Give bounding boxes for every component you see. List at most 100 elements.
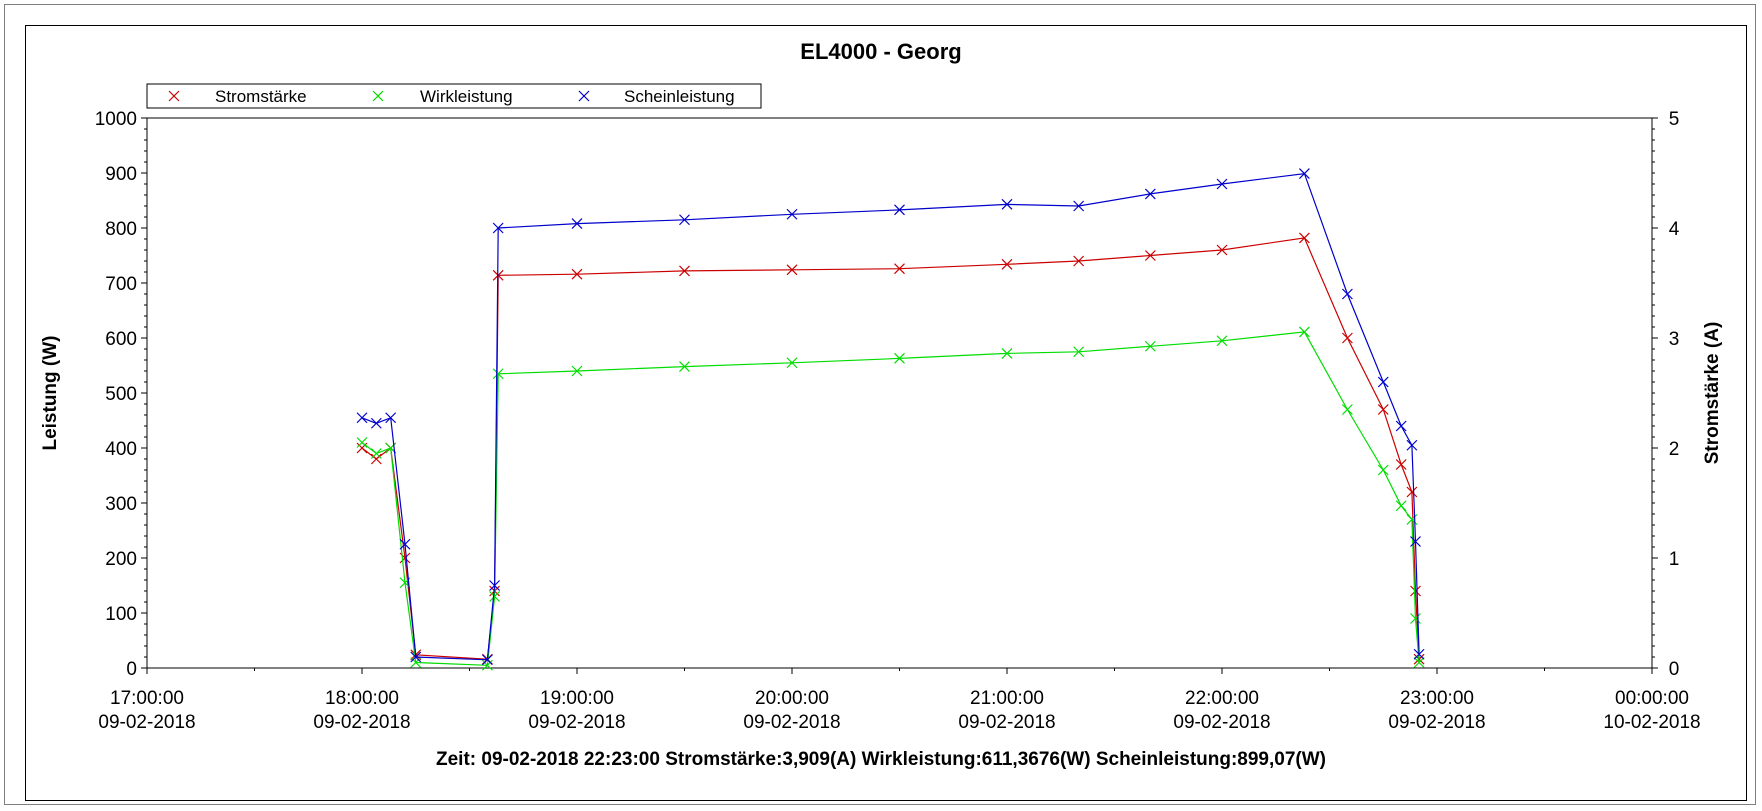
status-line: Zeit: 09-02-2018 22:23:00 Stromstärke:3,… <box>436 749 1326 770</box>
series-wirkleistung <box>356 326 1425 671</box>
data-point <box>1341 404 1353 415</box>
y-tick-label: 0 <box>126 659 137 680</box>
data-point <box>1073 200 1085 212</box>
y2-tick-label: 3 <box>1669 329 1680 350</box>
series-line <box>361 331 1420 666</box>
legend-item: Wirkleistung <box>372 87 513 106</box>
data-point <box>1144 340 1156 352</box>
data-point <box>1144 250 1156 261</box>
legend-label: Scheinleistung <box>624 87 735 106</box>
x-tick-date-label: 09-02-2018 <box>1388 712 1485 733</box>
data-point <box>894 204 905 216</box>
data-point <box>1216 244 1228 256</box>
y2-tick-label: 1 <box>1669 549 1680 570</box>
legend-marker <box>578 90 590 102</box>
data-point <box>1216 335 1228 347</box>
data-point <box>679 361 690 373</box>
x-tick-date-label: 09-02-2018 <box>958 712 1055 733</box>
data-point <box>1406 486 1418 498</box>
x-tick-time-label: 22:00:00 <box>1185 688 1259 709</box>
data-point <box>1144 188 1156 200</box>
data-point <box>1406 439 1418 451</box>
data-point <box>679 214 690 226</box>
legend-item: Scheinleistung <box>578 87 735 106</box>
data-point <box>1001 347 1013 359</box>
data-point <box>1001 198 1013 210</box>
y-tick-label: 200 <box>105 549 137 570</box>
x-tick-date-label: 09-02-2018 <box>743 712 840 733</box>
data-point <box>370 448 382 459</box>
y-tick-label: 400 <box>105 439 137 460</box>
series-line <box>361 172 1420 661</box>
data-point <box>571 365 583 377</box>
data-point <box>492 368 504 380</box>
y-axis-title: Leistung (W) <box>40 335 61 450</box>
y2-tick-label: 0 <box>1669 659 1680 680</box>
y-tick-label: 800 <box>105 219 137 240</box>
data-point <box>370 453 382 465</box>
legend-label: Stromstärke <box>215 87 307 106</box>
data-point <box>1410 613 1421 624</box>
data-point <box>1395 459 1407 470</box>
y2-axis-title: Stromstärke (A) <box>1702 322 1723 465</box>
data-point <box>1216 178 1228 190</box>
data-point <box>410 657 422 668</box>
data-point <box>894 352 905 364</box>
data-point <box>1413 648 1425 660</box>
x-tick-date-label: 09-02-2018 <box>1173 712 1270 733</box>
series-scheinleistung <box>356 168 1425 666</box>
data-point <box>1413 657 1425 668</box>
data-point <box>356 412 368 424</box>
x-tick-time-label: 21:00:00 <box>970 688 1044 709</box>
data-point <box>571 268 583 280</box>
y2-tick-label: 5 <box>1669 109 1680 130</box>
x-tick-time-label: 17:00:00 <box>110 688 184 709</box>
x-tick-time-label: 19:00:00 <box>540 688 614 709</box>
data-point <box>399 538 411 550</box>
x-tick-time-label: 23:00:00 <box>1400 688 1474 709</box>
data-point <box>489 591 501 602</box>
data-point <box>1410 536 1421 547</box>
x-tick-date-label: 09-02-2018 <box>313 712 410 733</box>
data-point <box>1298 232 1310 244</box>
legend-item: Stromstärke <box>168 87 307 106</box>
data-point <box>1001 258 1013 270</box>
legend: Stromstärke Wirkleistung Scheinleistung <box>146 83 762 109</box>
data-point <box>1073 255 1085 267</box>
data-point <box>894 263 905 275</box>
legend-marker <box>372 90 384 102</box>
data-point <box>489 580 501 591</box>
chart-panel <box>25 25 1747 801</box>
y2-tick-label: 2 <box>1669 439 1680 460</box>
data-point <box>1298 168 1310 179</box>
data-point <box>1395 500 1407 512</box>
y-tick-label: 300 <box>105 494 137 515</box>
plot-area <box>146 117 1653 669</box>
data-point <box>481 654 493 666</box>
chart-window-frame <box>4 4 1756 805</box>
data-point <box>571 218 583 230</box>
x-tick-date-label: 10-02-2018 <box>1603 712 1700 733</box>
data-point <box>1395 420 1407 432</box>
x-tick-date-label: 09-02-2018 <box>528 712 625 733</box>
y-tick-label: 1000 <box>95 109 137 130</box>
legend-label: Wirkleistung <box>420 87 513 106</box>
legend-marker <box>168 90 180 102</box>
data-point <box>1377 376 1389 388</box>
data-point <box>1341 288 1353 300</box>
y-tick-label: 900 <box>105 164 137 185</box>
y-tick-label: 500 <box>105 384 137 405</box>
x-tick-time-label: 00:00:00 <box>1615 688 1689 709</box>
chart-title: EL4000 - Georg <box>800 39 961 64</box>
data-point <box>356 437 368 448</box>
x-tick-time-label: 20:00:00 <box>755 688 829 709</box>
data-point <box>1341 332 1353 344</box>
data-point <box>1377 464 1389 476</box>
data-point <box>481 659 493 671</box>
data-point <box>786 208 798 220</box>
y-tick-label: 700 <box>105 274 137 295</box>
data-point <box>370 417 382 429</box>
data-point <box>1410 585 1421 597</box>
series-stromstärke <box>356 232 1425 665</box>
